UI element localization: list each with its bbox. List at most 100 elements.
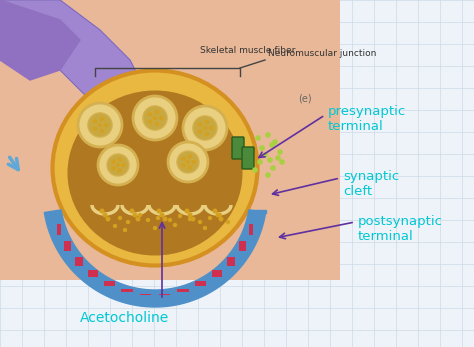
Polygon shape <box>45 210 265 307</box>
Text: presynaptic
terminal: presynaptic terminal <box>328 105 406 133</box>
Circle shape <box>129 209 135 213</box>
Polygon shape <box>121 289 133 292</box>
Circle shape <box>205 120 209 124</box>
Circle shape <box>203 126 207 130</box>
Circle shape <box>155 110 159 115</box>
FancyBboxPatch shape <box>242 147 254 169</box>
Circle shape <box>267 157 273 163</box>
Circle shape <box>143 106 167 130</box>
Circle shape <box>193 116 217 140</box>
Circle shape <box>191 160 196 164</box>
Circle shape <box>209 126 213 130</box>
Circle shape <box>106 217 110 221</box>
Circle shape <box>218 213 222 217</box>
Circle shape <box>168 218 172 222</box>
Circle shape <box>186 160 190 164</box>
Circle shape <box>138 213 142 217</box>
Text: Skeletal muscle fiber: Skeletal muscle fiber <box>200 45 295 54</box>
Circle shape <box>277 149 283 155</box>
Circle shape <box>121 163 126 167</box>
Circle shape <box>216 212 220 218</box>
Circle shape <box>118 158 122 162</box>
Circle shape <box>203 226 207 230</box>
Polygon shape <box>64 241 71 251</box>
Circle shape <box>184 209 190 213</box>
Ellipse shape <box>53 70 257 265</box>
Polygon shape <box>227 257 235 265</box>
FancyBboxPatch shape <box>0 0 340 280</box>
Circle shape <box>123 228 127 232</box>
Circle shape <box>100 117 104 121</box>
Circle shape <box>159 116 164 120</box>
Circle shape <box>205 132 209 136</box>
Text: Neuromuscular junction: Neuromuscular junction <box>268 49 376 58</box>
Polygon shape <box>56 223 61 235</box>
Circle shape <box>181 156 186 161</box>
Polygon shape <box>88 270 98 278</box>
Circle shape <box>188 217 192 221</box>
Text: (e): (e) <box>298 93 312 103</box>
Polygon shape <box>177 289 189 292</box>
Circle shape <box>173 223 177 227</box>
Circle shape <box>88 113 112 137</box>
Circle shape <box>178 214 182 218</box>
Circle shape <box>126 220 130 224</box>
Circle shape <box>116 163 120 167</box>
Circle shape <box>191 217 195 221</box>
Polygon shape <box>104 281 115 286</box>
Circle shape <box>98 123 102 127</box>
FancyBboxPatch shape <box>232 137 244 159</box>
Circle shape <box>93 126 97 131</box>
Circle shape <box>279 159 285 165</box>
Circle shape <box>153 116 157 120</box>
Circle shape <box>133 212 137 218</box>
Circle shape <box>270 165 276 171</box>
Circle shape <box>93 119 97 124</box>
Polygon shape <box>212 270 222 278</box>
Circle shape <box>259 145 265 151</box>
Circle shape <box>198 129 202 134</box>
Circle shape <box>272 139 278 145</box>
Polygon shape <box>139 294 152 295</box>
Ellipse shape <box>67 91 243 255</box>
Polygon shape <box>195 281 206 286</box>
Circle shape <box>113 224 117 228</box>
Circle shape <box>269 142 275 148</box>
Circle shape <box>181 163 186 168</box>
Circle shape <box>153 226 157 230</box>
Circle shape <box>159 212 164 218</box>
Circle shape <box>118 216 122 220</box>
Circle shape <box>156 216 160 220</box>
Circle shape <box>212 209 218 213</box>
Text: synaptic
cleft: synaptic cleft <box>343 170 399 198</box>
Polygon shape <box>75 257 83 265</box>
Circle shape <box>146 218 150 222</box>
Circle shape <box>107 154 129 176</box>
Circle shape <box>208 216 212 220</box>
Circle shape <box>219 217 224 221</box>
Circle shape <box>183 106 227 150</box>
Circle shape <box>265 132 271 138</box>
Text: Acetocholine: Acetocholine <box>80 311 169 325</box>
Circle shape <box>265 172 271 178</box>
Circle shape <box>100 209 104 213</box>
Circle shape <box>188 154 192 159</box>
Circle shape <box>133 96 177 140</box>
Circle shape <box>168 142 208 182</box>
Polygon shape <box>0 0 155 140</box>
Circle shape <box>257 159 263 165</box>
Circle shape <box>148 112 152 117</box>
Circle shape <box>226 220 230 224</box>
Polygon shape <box>0 0 80 80</box>
Polygon shape <box>249 223 254 235</box>
Circle shape <box>78 103 122 147</box>
Polygon shape <box>239 241 246 251</box>
Circle shape <box>98 145 138 185</box>
Circle shape <box>198 220 202 224</box>
Circle shape <box>148 119 152 124</box>
Circle shape <box>156 209 162 213</box>
Circle shape <box>163 217 167 221</box>
Polygon shape <box>158 294 171 295</box>
Circle shape <box>262 152 268 158</box>
Circle shape <box>177 151 199 173</box>
